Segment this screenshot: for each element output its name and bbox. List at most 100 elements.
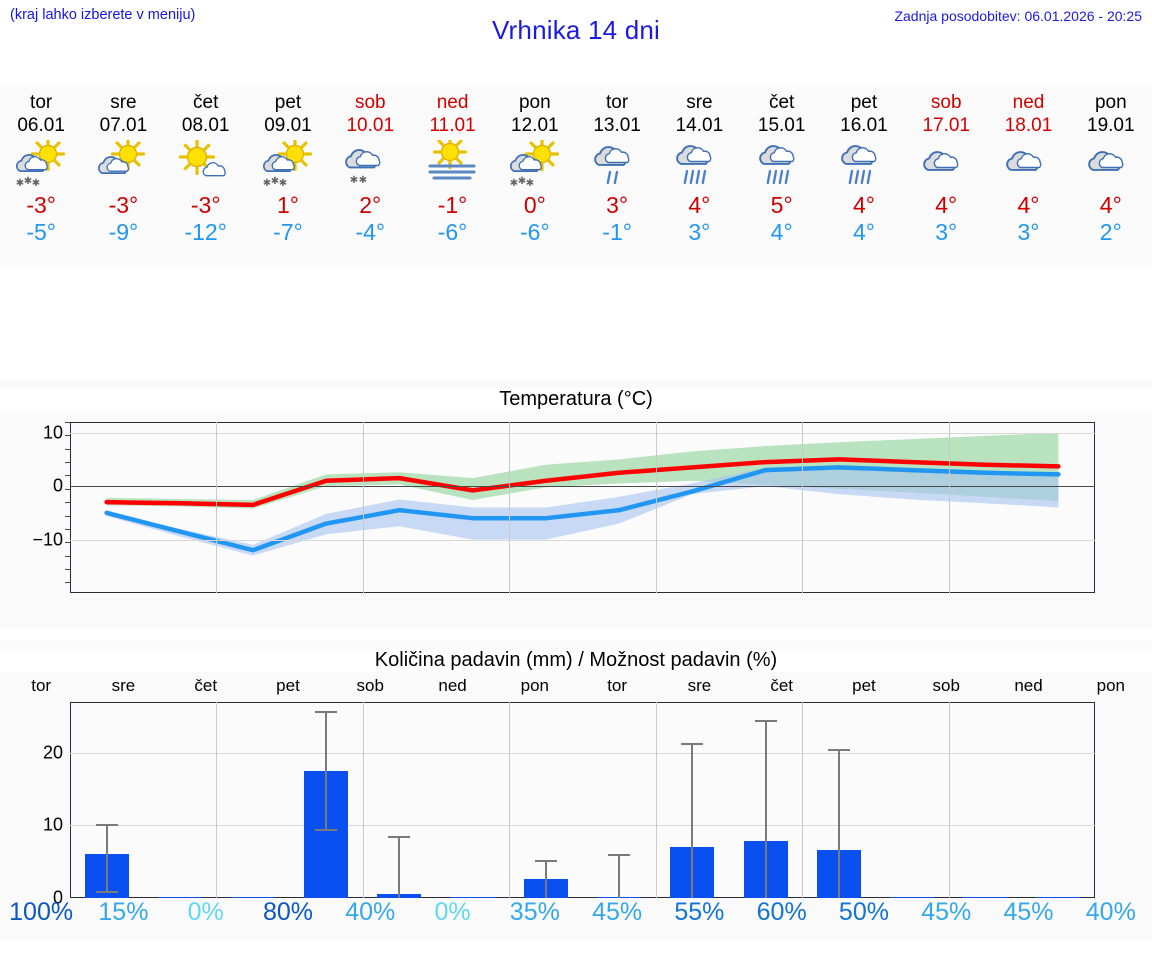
precipitation-probability: 0% — [434, 898, 471, 926]
precipitation-bar[interactable] — [963, 896, 1008, 898]
precipitation-bar[interactable] — [231, 896, 276, 898]
svg-text:✱: ✱ — [16, 178, 24, 188]
day-date: 18.01 — [1004, 115, 1053, 136]
gridline-vertical — [655, 702, 657, 898]
temp-min: -6° — [520, 219, 550, 245]
precipitation-day-label: tor — [607, 676, 628, 695]
precipitation-probability: 45% — [921, 898, 972, 926]
precipitation-day-label: čet — [194, 676, 218, 695]
gridline-vertical — [948, 702, 950, 898]
precipitation-probability: 40% — [1085, 898, 1136, 926]
precipitation-bar[interactable] — [1036, 896, 1081, 898]
day-of-week: pon — [518, 92, 551, 113]
temp-min: 4° — [770, 219, 793, 245]
cloud-icon — [915, 140, 977, 188]
y-axis-tickmark — [65, 568, 70, 570]
precipitation-day-label: pon — [520, 676, 550, 695]
day-column[interactable]: ned 11.01 -1° -6° — [411, 85, 493, 267]
precipitation-probability: 80% — [262, 898, 313, 926]
day-column[interactable]: čet 15.01 5° 4° — [741, 85, 823, 267]
y-axis-tickmark — [65, 582, 70, 584]
gridline-vertical — [509, 702, 511, 898]
temp-max: 4° — [935, 192, 958, 218]
gridline-vertical — [216, 702, 218, 898]
cloud-rain-icon — [751, 140, 813, 188]
precipitation-probability: 0% — [187, 898, 224, 926]
y-axis-tick-label: 0 — [52, 887, 63, 908]
cloud-icon — [998, 140, 1060, 188]
cloud-icon — [1080, 140, 1142, 188]
svg-text:✱: ✱ — [510, 178, 518, 188]
error-bar-cap-top — [388, 836, 411, 839]
precipitation-plot-frame — [70, 702, 1095, 898]
precipitation-chart-title: Količina padavin (mm) / Možnost padavin … — [0, 649, 1152, 672]
day-date: 09.01 — [264, 115, 312, 136]
sun-cloud-snow-icon: ✱ ✱ ✱ — [257, 140, 319, 188]
gridline-horizontal — [70, 432, 1095, 434]
temp-min: 3° — [1017, 219, 1040, 245]
temp-min: 2° — [1099, 219, 1122, 245]
day-column[interactable]: tor 06.01 ✱ ✱ ✱ -3° -5° — [0, 85, 82, 267]
error-bar-cap-top — [534, 859, 557, 862]
error-bar-line — [691, 743, 694, 898]
precipitation-bar[interactable] — [157, 896, 202, 898]
error-bar-cap-top — [95, 823, 118, 826]
y-axis-tick-label: −10 — [32, 529, 63, 550]
gridline-vertical — [948, 422, 950, 593]
y-axis-tickmark — [65, 448, 70, 450]
temp-max: -3° — [108, 192, 139, 218]
precipitation-probability: 15% — [98, 898, 149, 926]
day-column[interactable]: sob 17.01 4° 3° — [905, 85, 987, 267]
error-bar-cap-top — [827, 749, 850, 752]
gridline-horizontal — [70, 825, 1095, 827]
day-column[interactable]: pet 09.01 ✱ ✱ ✱ 1° -7° — [247, 85, 329, 267]
temp-max: -3° — [26, 192, 56, 218]
day-column[interactable]: pon 19.01 4° 2° — [1070, 85, 1152, 267]
svg-text:✱: ✱ — [32, 178, 40, 188]
day-column[interactable]: tor 13.01 3° -1° — [576, 85, 658, 267]
error-bar-cap-bottom — [95, 890, 118, 893]
sun-small-cloud-icon — [175, 140, 237, 188]
day-of-week: pet — [274, 92, 302, 113]
temp-min: -1° — [602, 219, 632, 245]
day-column[interactable]: sob 10.01 ✱ ✱ 2° -4° — [329, 85, 411, 267]
day-of-week: čet — [193, 92, 219, 113]
temp-min: -12° — [184, 219, 227, 245]
day-of-week: čet — [768, 92, 795, 113]
precipitation-bar[interactable] — [889, 896, 934, 898]
day-column[interactable]: ned 18.01 4° 3° — [987, 85, 1069, 267]
day-column[interactable]: pet 16.01 4° 4° — [823, 85, 905, 267]
y-axis-tickmark — [65, 422, 70, 423]
svg-text:✱: ✱ — [271, 176, 279, 187]
day-date: 10.01 — [346, 115, 395, 136]
precipitation-day-label: sob — [932, 676, 960, 695]
day-date: 14.01 — [675, 115, 724, 136]
error-bar-cap-top — [608, 854, 631, 857]
cloud-rain-icon — [833, 140, 895, 188]
svg-text:✱: ✱ — [518, 176, 526, 187]
day-column[interactable]: sre 14.01 4° 3° — [658, 85, 740, 267]
temp-min: -4° — [355, 219, 386, 245]
precipitation-day-label: pon — [1096, 676, 1125, 695]
day-column[interactable]: čet 08.01 -3° -12° — [165, 85, 247, 267]
temperature-chart-panel: Temperatura (°C) 100−10 © vreme.us & vre… — [0, 380, 1152, 867]
y-axis-tick-label: 20 — [42, 742, 63, 763]
precipitation-bar[interactable] — [450, 896, 495, 898]
error-bar-line — [544, 859, 547, 898]
y-axis-tick-label: 0 — [52, 475, 63, 496]
sun-cloud-snow-icon: ✱ ✱ ✱ — [504, 140, 566, 188]
page-title: Vrhnika 14 dni — [491, 15, 661, 45]
y-axis-tick-label: 10 — [42, 814, 63, 835]
cloud-snow-icon: ✱ ✱ — [339, 140, 401, 188]
day-column[interactable]: sre 07.01 -3° -9° — [82, 85, 164, 267]
precipitation-probability: 40% — [345, 898, 396, 926]
precipitation-day-label: čet — [770, 676, 794, 695]
precipitation-plot: 20 10 0 — [43, 702, 1095, 908]
error-bar-line — [105, 823, 108, 891]
day-column[interactable]: pon 12.01 ✱ ✱ ✱ 0° -6° — [494, 85, 576, 267]
menu-hint: (kraj lahko izberete v meniju) — [10, 7, 196, 23]
day-date: 17.01 — [922, 115, 970, 136]
y-axis-tickmark — [65, 435, 70, 437]
error-bar-cap-bottom — [315, 829, 338, 832]
temp-min: -5° — [26, 219, 56, 245]
